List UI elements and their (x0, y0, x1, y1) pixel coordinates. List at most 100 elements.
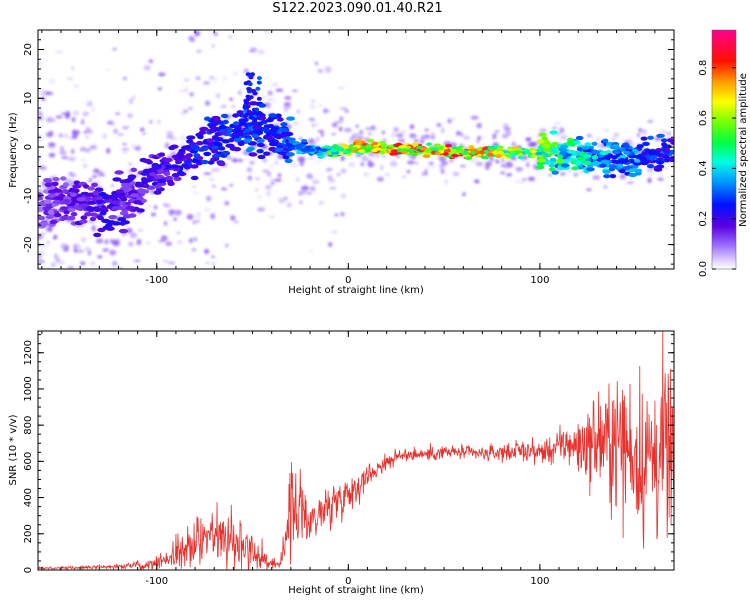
spectrogram-cell (290, 163, 299, 168)
spectrogram-cell (211, 149, 219, 154)
spectrogram-cell (256, 76, 262, 81)
spectrogram-cell (492, 133, 497, 138)
spectrogram-cell (373, 147, 382, 151)
spectrogram-cell (317, 129, 325, 133)
spectrogram-cell (87, 186, 95, 191)
spectrogram-cell (118, 228, 129, 234)
spectrogram-cell (252, 117, 258, 122)
spectrogram-cell (581, 145, 590, 150)
y-tick-label: 1200 (23, 340, 34, 365)
spectrogram-cell (670, 140, 674, 145)
spectrogram-cell (60, 146, 64, 152)
spectrogram-cell (478, 150, 485, 155)
spectrogram-cell (655, 148, 663, 153)
spectrogram-cell (265, 118, 274, 123)
spectrogram-cell (636, 144, 644, 149)
spectrogram-cell (163, 220, 168, 227)
spectrogram-cell (619, 154, 627, 159)
spectrogram-cell (284, 158, 293, 164)
spectrogram-cell (647, 135, 654, 140)
spectrogram-cell (420, 135, 426, 141)
spectrogram-cell (114, 112, 121, 115)
spectrogram-cell (452, 171, 460, 177)
spectrogram-cell (424, 134, 430, 140)
spectrogram-cell (609, 174, 617, 179)
spectrogram-cell (470, 151, 477, 155)
spectrogram-cell (263, 151, 271, 156)
spectrogram-cell (163, 171, 171, 176)
spectrogram-cell (102, 225, 112, 230)
spectrogram-cell (428, 161, 434, 165)
spectrogram-cell (234, 137, 242, 143)
spectrogram-cell (108, 283, 113, 286)
spectrogram-cell (156, 119, 161, 125)
spectrogram-cell (84, 212, 93, 217)
spectrogram-cell (299, 161, 304, 167)
spectrogram-cell (136, 242, 142, 245)
x-tick-label: 100 (530, 275, 549, 286)
spectrogram-cell (62, 182, 70, 187)
spectrogram-cell (367, 161, 372, 166)
spectrogram-cell (424, 168, 428, 174)
spectrogram-cell (69, 273, 72, 277)
spectrogram-cell (460, 133, 465, 137)
colorbar-tick-label: 0.2 (698, 211, 709, 227)
spectrogram-cell (186, 135, 196, 140)
spectrogram-cell (183, 165, 191, 170)
spectrogram-cell (436, 122, 442, 128)
spectrogram-cell (548, 174, 553, 177)
spectrogram-cell (384, 172, 390, 177)
spectrogram-cell (229, 97, 234, 101)
spectrogram-cell (327, 168, 334, 171)
spectrogram-cell (444, 178, 448, 185)
spectrogram-cell (45, 203, 53, 208)
spectrogram-cell (89, 216, 97, 222)
spectrogram-cell (582, 160, 592, 165)
spectrogram-cell (647, 177, 652, 184)
spectrogram-cell (70, 212, 78, 217)
spectrogram-cell (586, 164, 594, 169)
spectrogram-cell (58, 133, 64, 138)
spectrogram-cell (194, 30, 201, 37)
spectrogram-cell (97, 255, 103, 259)
spectrogram-cell (506, 131, 511, 136)
spectrogram-cell (67, 266, 75, 269)
spectrogram-cell (220, 113, 229, 119)
spectrogram-cell (44, 182, 53, 187)
spectrogram-cell (267, 123, 275, 129)
spectrogram-cell (161, 296, 169, 299)
spectrogram-cell (46, 240, 50, 244)
spectrogram-cell (115, 296, 122, 299)
spectrogram-cell (317, 68, 324, 74)
snr-y-ticks: 0 200 400 600 800 1000 1200 (23, 334, 674, 573)
colorbar-tick-label: 0.8 (698, 60, 709, 76)
spectrogram-cell (73, 244, 78, 250)
spectrogram-cell (422, 154, 431, 158)
spectrogram-cell (120, 182, 130, 188)
spectrogram-cell (325, 151, 334, 155)
spectrogram-cell (173, 217, 177, 222)
spectrogram-cell (70, 306, 76, 310)
spectrogram-cell (112, 48, 117, 51)
spectrogram-cell (59, 206, 68, 211)
spectrogram-cell (548, 163, 555, 168)
spectrogram-cell (398, 139, 405, 142)
spectrogram-cell (197, 134, 204, 140)
x-tick-label: 0 (345, 576, 351, 587)
spectrogram-cell (127, 113, 133, 118)
spectrogram-cell (242, 105, 248, 110)
spectrogram-cell (69, 173, 77, 177)
spectrogram-cell (243, 128, 251, 133)
spectrogram-cell (203, 81, 210, 85)
spectrogram-cell (130, 167, 138, 172)
spectrogram-cell (256, 149, 264, 154)
spectrogram-cell (61, 155, 68, 160)
y-tick-label: -10 (23, 188, 34, 204)
spectrogram-cell (344, 127, 352, 133)
spectrogram-cell (82, 184, 90, 189)
spectrogram-cell (132, 298, 137, 302)
spectrogram-cell (77, 289, 83, 294)
spectrogram-cell (328, 178, 336, 183)
y-tick-label: 1000 (23, 376, 34, 401)
spectrogram-cell (116, 310, 120, 313)
